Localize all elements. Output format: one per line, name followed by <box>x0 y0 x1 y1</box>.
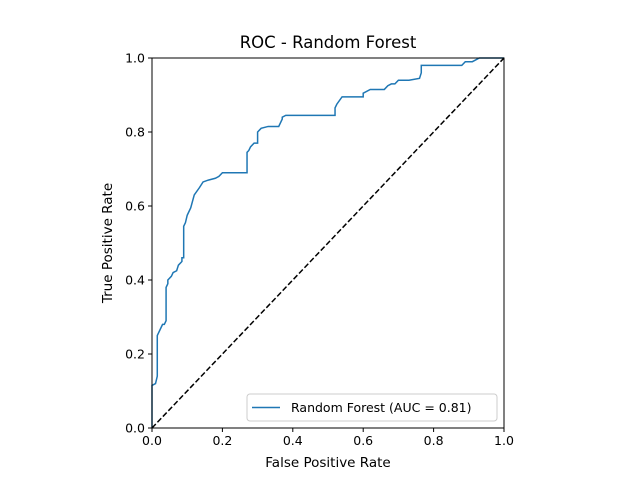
legend: Random Forest (AUC = 0.81) <box>246 393 498 422</box>
x-tick-label: 0.0 <box>142 433 162 448</box>
y-tick-label: 0.0 <box>125 421 145 436</box>
legend-label: Random Forest (AUC = 0.81) <box>291 400 472 415</box>
y-tick-label: 0.8 <box>125 125 145 140</box>
chart-title: ROC - Random Forest <box>240 33 417 52</box>
x-tick-label: 0.8 <box>424 433 444 448</box>
series-layer <box>151 57 505 429</box>
x-axis-ticks: 0.0 0.2 0.4 0.6 0.8 1.0 <box>142 428 514 448</box>
x-tick-label: 1.0 <box>494 433 514 448</box>
x-tick-label: 0.2 <box>212 433 232 448</box>
chance-diagonal-line <box>151 57 505 429</box>
y-axis-label: True Positive Rate <box>100 183 116 304</box>
y-axis-ticks: 0.0 0.2 0.4 0.6 0.8 1.0 <box>125 51 152 436</box>
y-tick-label: 0.4 <box>125 273 145 288</box>
y-tick-label: 0.6 <box>125 199 145 214</box>
y-tick-label: 0.2 <box>125 347 145 362</box>
plot-frame <box>151 57 505 429</box>
x-tick-label: 0.6 <box>353 433 373 448</box>
legend-box <box>246 393 498 422</box>
x-axis-label: False Positive Rate <box>265 455 390 471</box>
x-tick-label: 0.4 <box>283 433 303 448</box>
roc-curve-line <box>151 57 504 428</box>
y-tick-label: 1.0 <box>125 51 145 66</box>
